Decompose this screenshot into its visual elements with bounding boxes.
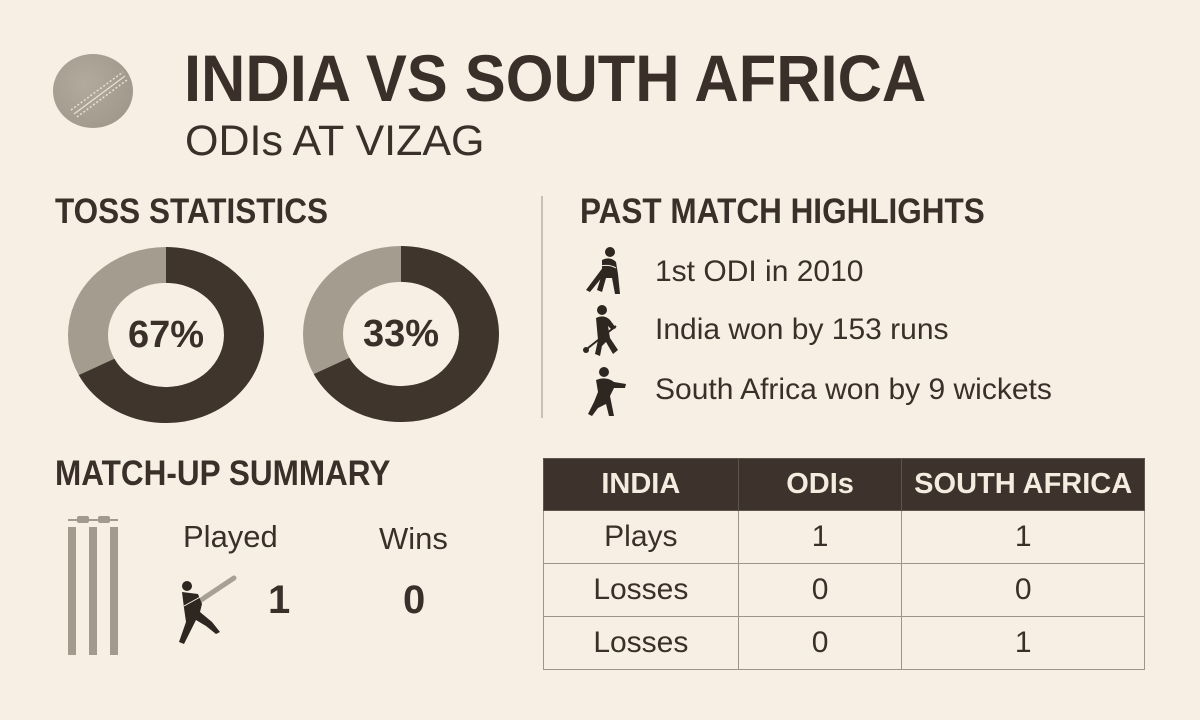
section-divider	[541, 196, 543, 418]
played-label: Played	[183, 519, 278, 554]
highlight-item: India won by 153 runs	[580, 302, 949, 358]
highlight-item: 1st ODI in 2010	[580, 244, 863, 300]
toss-percentage-1: 67%	[127, 313, 205, 356]
page-subtitle: ODIs AT VIZAG	[185, 117, 485, 165]
head-to-head-table: INDIA ODIs SOUTH AFRICA Plays 1 1 Losses…	[543, 458, 1145, 670]
table-cell: 1	[901, 616, 1145, 670]
cricket-ball-icon	[53, 54, 133, 128]
highlight-text: South Africa won by 9 wickets	[655, 373, 1052, 406]
toss-donut-chart-1: 67%	[68, 247, 264, 423]
past-match-highlights-heading: PAST MATCH HIGHLIGHTS	[580, 192, 985, 231]
column-header-odis: ODIs	[737, 458, 903, 511]
table-cell: 0	[737, 563, 903, 617]
table-cell: Losses	[543, 616, 739, 670]
highlight-text: 1st ODI in 2010	[655, 255, 864, 288]
highlight-text: India won by 153 runs	[655, 313, 949, 346]
table-row: Losses 0 1	[543, 616, 1145, 670]
column-header-south-africa: SOUTH AFRICA	[901, 458, 1145, 511]
batsman-icon	[580, 244, 630, 300]
table-header-row: INDIA ODIs SOUTH AFRICA	[543, 458, 1145, 511]
table-cell: 0	[737, 616, 903, 670]
match-up-summary-heading: MATCH-UP SUMMARY	[55, 454, 391, 493]
batsman-swing-icon	[178, 572, 240, 648]
toss-percentage-2: 33%	[362, 312, 440, 355]
column-header-india: INDIA	[543, 458, 739, 511]
table-cell: 1	[737, 510, 903, 564]
played-value: 1	[268, 578, 291, 622]
bowler-icon	[580, 362, 630, 418]
table-cell: Plays	[543, 510, 739, 564]
wins-value: 0	[403, 578, 426, 622]
toss-statistics-heading: TOSS STATISTICS	[55, 192, 329, 231]
table-cell: 0	[901, 563, 1145, 617]
table-row: Losses 0 0	[543, 563, 1145, 617]
table-row: Plays 1 1	[543, 510, 1145, 564]
stumps-icon	[66, 514, 122, 656]
toss-donut-chart-2: 33%	[303, 246, 499, 422]
wins-label: Wins	[379, 521, 448, 556]
table-cell: 1	[901, 510, 1145, 564]
page-title: INDIA VS SOUTH AFRICA	[184, 41, 927, 115]
fielder-icon	[580, 302, 630, 358]
table-cell: Losses	[543, 563, 739, 617]
highlight-item: South Africa won by 9 wickets	[580, 362, 1052, 418]
